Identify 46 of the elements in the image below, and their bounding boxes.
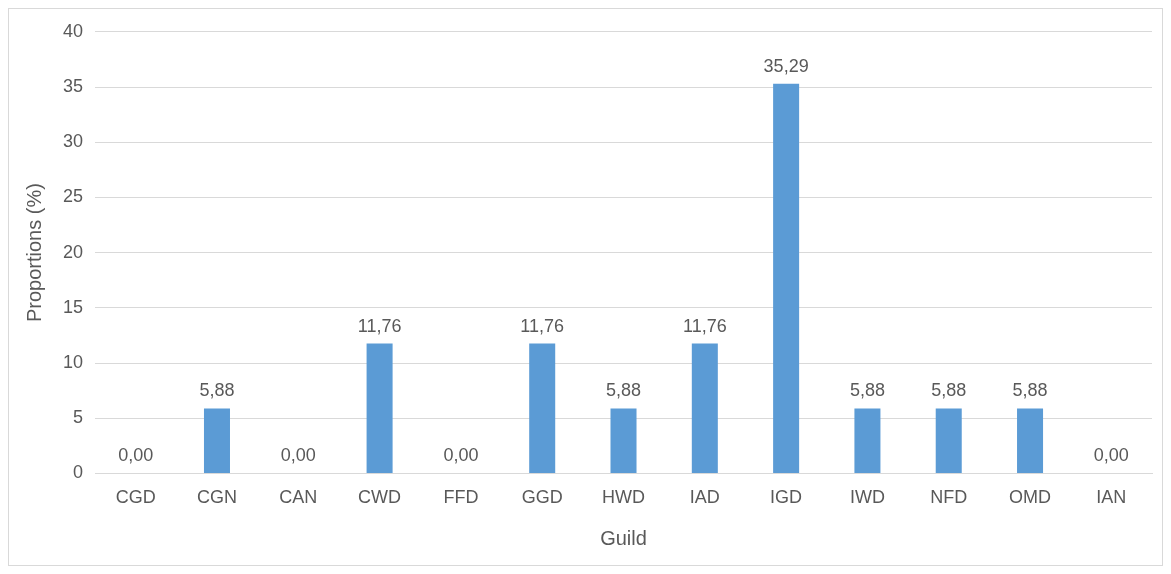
x-tick-label: CGN (196, 487, 237, 508)
bar (854, 408, 881, 473)
bar (529, 343, 556, 473)
data-label: 35,29 (763, 55, 809, 76)
y-axis-title: Proportions (%) (22, 183, 45, 323)
bar (610, 408, 637, 473)
bar (203, 408, 230, 473)
y-tick-label: 5 (73, 407, 84, 428)
bar (935, 408, 962, 473)
data-label: 5,88 (199, 380, 235, 401)
x-tick-label: FFD (443, 487, 479, 508)
data-label: 0,00 (118, 445, 154, 466)
x-tick-label: IGD (770, 487, 803, 508)
data-label: 0,00 (280, 445, 316, 466)
y-tick-label: 0 (73, 462, 84, 483)
data-label: 11,76 (357, 315, 402, 336)
data-label: 5,88 (931, 380, 967, 401)
x-tick-label: CGD (115, 487, 156, 508)
data-label: 0,00 (443, 445, 479, 466)
bar (1017, 408, 1044, 473)
x-tick-label: CWD (358, 487, 402, 508)
bar (773, 83, 800, 473)
x-axis-title: Guild (600, 526, 647, 549)
bar (691, 343, 718, 473)
x-tick-label: CAN (279, 487, 318, 508)
data-label: 11,76 (520, 315, 565, 336)
x-tick-label: GGD (521, 487, 563, 508)
x-tick-label: HWD (602, 487, 646, 508)
y-tick-label: 15 (62, 296, 84, 317)
y-tick-label: 25 (62, 186, 84, 207)
data-label: 5,88 (605, 380, 642, 401)
bar (366, 343, 393, 473)
x-tick-label: OMD (1009, 487, 1052, 508)
y-tick-label: 10 (62, 351, 84, 372)
x-tick-label: IWD (849, 487, 885, 508)
x-tick-label: NFD (930, 487, 968, 508)
data-label: 11,76 (682, 315, 727, 336)
data-label: 5,88 (849, 380, 885, 401)
y-tick-label: 35 (62, 75, 84, 96)
x-tick-label: IAN (1096, 487, 1127, 508)
y-tick-label: 30 (62, 131, 84, 152)
data-label: 0,00 (1093, 445, 1129, 466)
y-tick-label: 40 (62, 20, 84, 41)
y-tick-label: 20 (62, 241, 84, 262)
x-tick-label: IAD (689, 487, 720, 508)
data-label: 5,88 (1012, 380, 1048, 401)
